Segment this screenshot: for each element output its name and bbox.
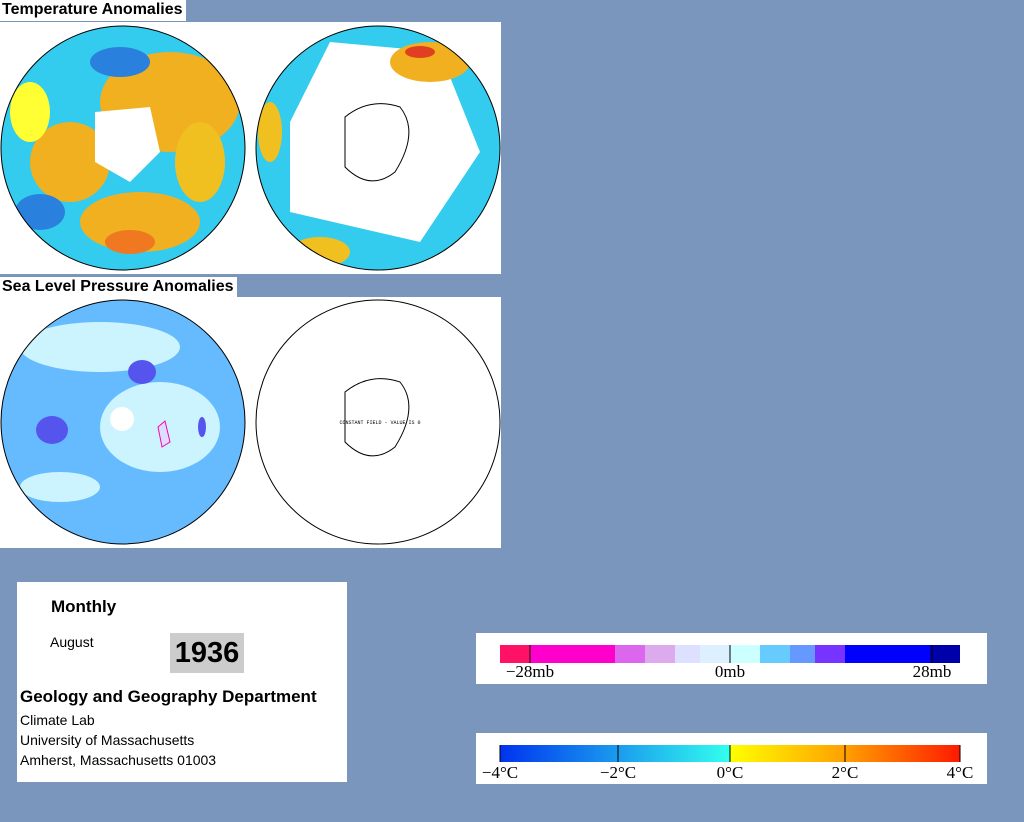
address: Climate Lab University of Massachusetts Am… — [20, 710, 216, 770]
color-swatch — [615, 645, 645, 663]
legend-label: −2°C — [600, 763, 636, 782]
legend-label: 2°C — [832, 763, 859, 782]
color-swatch — [645, 645, 675, 663]
legend-label: 0°C — [717, 763, 744, 782]
department: Geology and Geography Department — [20, 687, 317, 706]
temperature-maps — [0, 22, 501, 274]
temperature-legend: −4°C −2°C 0°C 2°C 4°C — [476, 733, 987, 784]
month: August — [50, 634, 94, 650]
color-swatch — [700, 645, 730, 663]
year: 1936 — [170, 633, 244, 673]
color-swatch — [530, 645, 615, 663]
period: Monthly — [51, 597, 117, 616]
address-line: University of Massachusetts — [20, 732, 195, 748]
color-swatch — [930, 645, 960, 663]
color-swatch — [845, 645, 930, 663]
color-swatch — [790, 645, 815, 663]
colorbar: −28mb 0mb 28mb — [500, 645, 960, 681]
address-line: Climate Lab — [20, 712, 95, 728]
legend-label: −28mb — [506, 662, 554, 681]
legend-label: 28mb — [913, 662, 952, 681]
color-swatch — [500, 645, 530, 663]
color-swatch — [675, 645, 700, 663]
colorbar: −4°C −2°C 0°C 2°C 4°C — [482, 745, 974, 782]
color-swatch — [815, 645, 845, 663]
pressure-legend: −28mb 0mb 28mb — [476, 633, 987, 684]
info-box: Monthly August 1936 Geology and Geograph… — [17, 582, 347, 782]
panel-title: Sea Level Pressure Anomalies — [0, 277, 237, 298]
pressure-maps: CONSTANT FIELD - VALUE IS 0 — [0, 297, 501, 548]
color-swatch — [760, 645, 790, 663]
color-swatch — [730, 645, 760, 663]
legend-label: 0mb — [715, 662, 745, 681]
legend-label: 4°C — [947, 763, 974, 782]
map-note: CONSTANT FIELD - VALUE IS 0 — [339, 420, 420, 426]
legend-label: −4°C — [482, 763, 518, 782]
panel-title: Temperature Anomalies — [0, 0, 186, 21]
address-line: Amherst, Massachusetts 01003 — [20, 752, 217, 768]
